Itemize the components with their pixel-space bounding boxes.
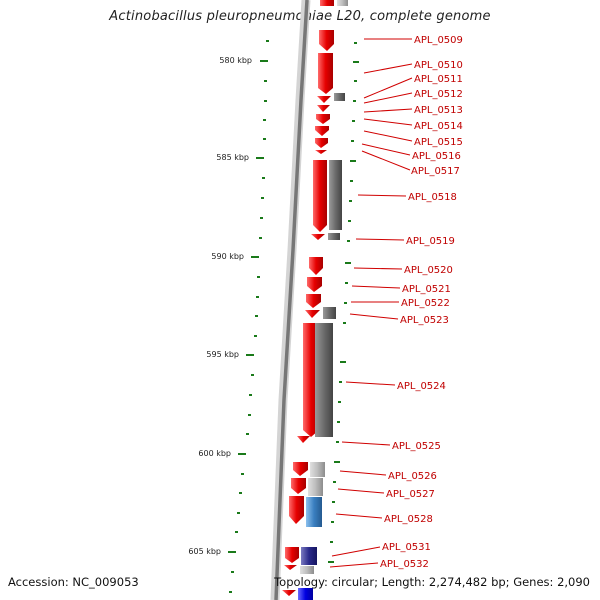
gene-label: APL_0527 <box>386 489 435 500</box>
gc-ticks <box>328 42 359 563</box>
scale-label: 590 kbp <box>211 252 244 261</box>
cds-feature <box>305 310 320 318</box>
cds-feature <box>320 0 334 6</box>
gene-label: APL_0528 <box>384 514 433 525</box>
gene-label: APL_0526 <box>388 471 437 482</box>
scale-labels: 580 kbp 585 kbp 590 kbp 595 kbp 600 kbp … <box>188 56 252 556</box>
gene-label: APL_0514 <box>414 121 463 132</box>
scale-label: 605 kbp <box>188 547 221 556</box>
gene-label: APL_0523 <box>400 315 449 326</box>
scale-label: 585 kbp <box>216 153 249 162</box>
gene-label: APL_0509 <box>414 35 463 46</box>
cds-feature <box>315 150 327 154</box>
gene-label: APL_0515 <box>414 137 463 148</box>
gene-label: APL_0517 <box>411 166 460 177</box>
cds-feature <box>315 138 328 148</box>
genome-backbone <box>270 0 311 600</box>
feature-track <box>298 0 348 600</box>
cds-feature <box>317 96 331 103</box>
gene-label: APL_0525 <box>392 441 441 452</box>
cds-feature <box>315 126 329 136</box>
gene-label: APL_0513 <box>414 105 463 116</box>
cds-feature <box>311 234 325 240</box>
feature-gray <box>300 566 314 574</box>
gene-label: APL_0522 <box>401 298 450 309</box>
feature-navy <box>301 547 317 565</box>
gene-label: APL_0511 <box>414 74 463 85</box>
feature-gray <box>308 478 323 496</box>
cds-feature <box>285 547 299 563</box>
feature-blue <box>298 588 313 600</box>
label-leaders <box>329 38 413 568</box>
gene-label: APL_0531 <box>382 542 431 553</box>
feature-gray <box>329 160 342 230</box>
cds-feature <box>317 105 330 112</box>
forward-cds-track <box>282 0 334 596</box>
scale-ticks <box>228 40 269 593</box>
scale-label: 595 kbp <box>206 350 239 359</box>
feature-gray <box>323 307 336 319</box>
cds-feature <box>307 277 322 292</box>
gene-label: APL_0512 <box>414 89 463 100</box>
cds-feature <box>309 257 323 275</box>
cds-feature <box>291 478 306 494</box>
map-title: Actinobacillus pleuropneumoniae L20, com… <box>109 9 491 24</box>
feature-gray <box>315 323 333 437</box>
gene-label: APL_0518 <box>408 192 457 203</box>
accession-text: Accession: NC_009053 <box>8 575 139 589</box>
gene-label: APL_0520 <box>404 265 453 276</box>
scale-label: 580 kbp <box>219 56 252 65</box>
cds-feature <box>319 30 334 51</box>
feature-gray <box>334 93 345 101</box>
cds-feature <box>306 294 321 308</box>
cds-feature <box>313 160 327 232</box>
cds-feature <box>293 462 308 476</box>
gene-label: APL_0521 <box>402 284 451 295</box>
gene-label: APL_0516 <box>412 151 461 162</box>
feature-gray <box>337 0 348 6</box>
feature-blue <box>306 497 322 527</box>
gene-labels: APL_0509 APL_0510 APL_0511 APL_0512 APL_… <box>380 35 463 570</box>
gene-label: APL_0532 <box>380 559 429 570</box>
cds-feature <box>284 565 297 570</box>
gene-label: APL_0519 <box>406 236 455 247</box>
cds-feature <box>318 53 333 94</box>
cds-feature <box>297 436 310 443</box>
feature-gray <box>310 462 325 477</box>
gene-label: APL_0510 <box>414 60 463 71</box>
scale-label: 600 kbp <box>198 449 231 458</box>
cds-feature <box>282 590 296 596</box>
topology-text: Topology: circular; Length: 2,274,482 bp… <box>274 575 590 589</box>
cds-feature <box>316 114 330 124</box>
feature-gray <box>328 233 340 240</box>
gene-label: APL_0524 <box>397 381 446 392</box>
cds-feature <box>289 496 304 524</box>
